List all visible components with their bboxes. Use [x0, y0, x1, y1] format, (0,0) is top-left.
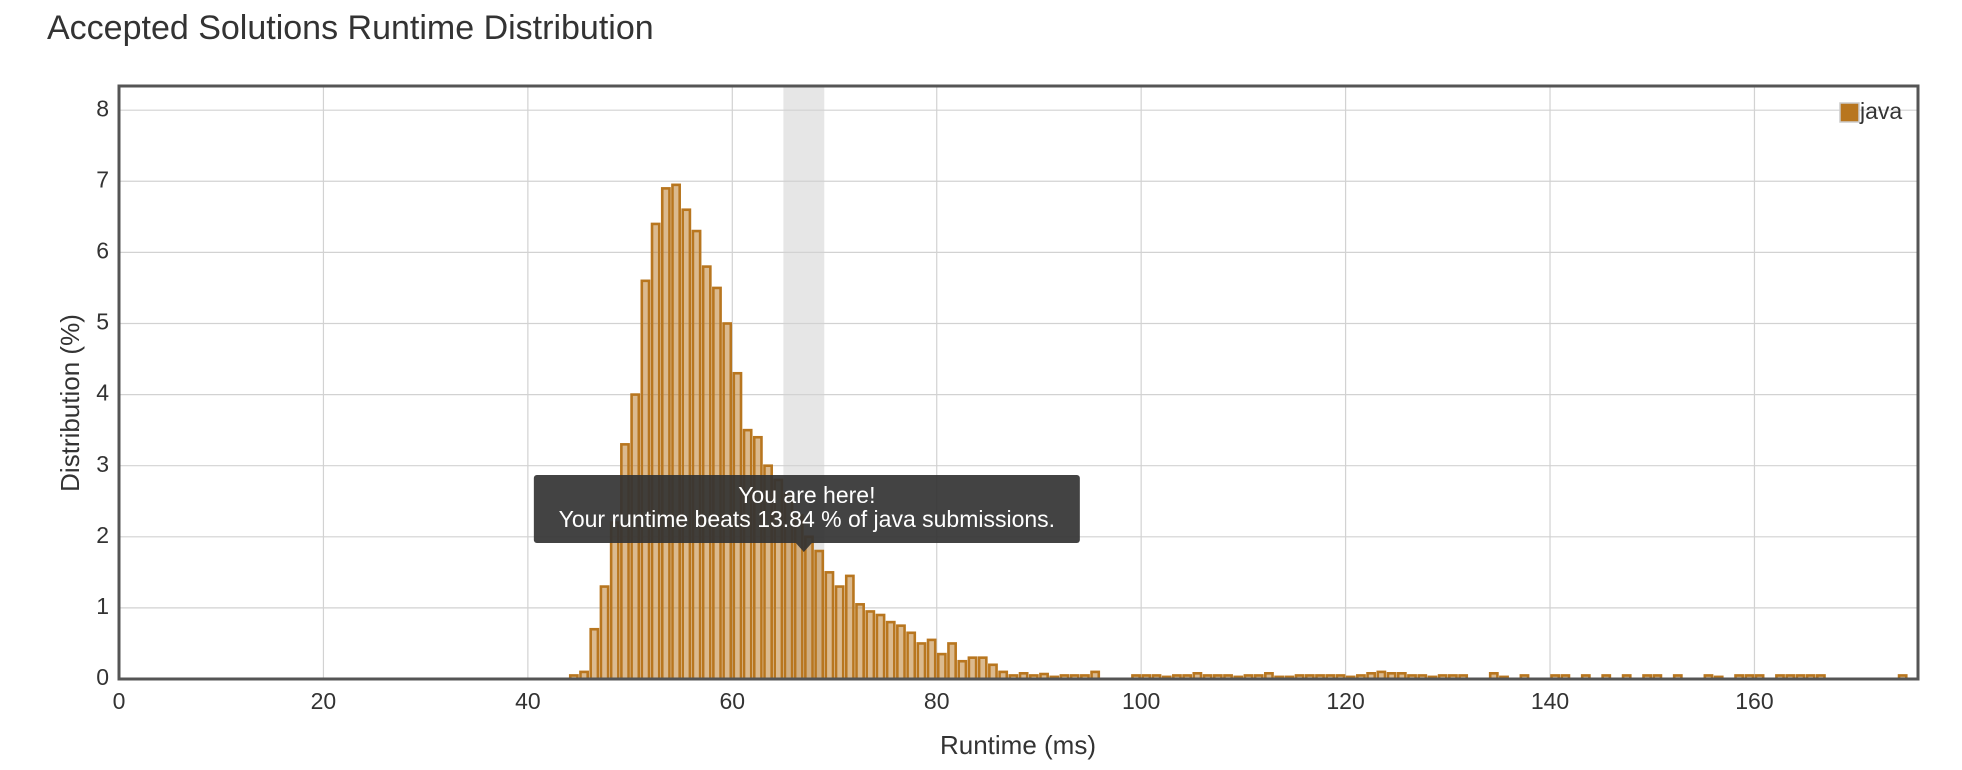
bar [957, 659, 968, 681]
y-tick-label: 7 [96, 166, 109, 192]
legend-label: java [1859, 98, 1902, 124]
bar [804, 535, 814, 681]
tooltip-title: You are here! [738, 482, 875, 508]
y-tick-label: 5 [96, 309, 109, 335]
bar [896, 624, 906, 681]
bar [967, 656, 978, 681]
x-tick-label: 80 [924, 688, 950, 714]
bar [906, 631, 917, 681]
tooltip-text: Your runtime beats 13.84 % of java submi… [559, 506, 1055, 532]
tooltip: You are here!Your runtime beats 13.84 % … [533, 475, 1080, 552]
y-tick-label: 4 [96, 380, 109, 406]
y-tick-label: 2 [96, 522, 109, 548]
bar [947, 642, 957, 681]
x-tick-label: 160 [1735, 688, 1773, 714]
bar [844, 574, 855, 681]
bar [742, 428, 753, 681]
bar [855, 603, 865, 681]
bar [660, 187, 671, 681]
bar [865, 610, 876, 681]
bar [609, 521, 620, 681]
bar [671, 183, 681, 681]
bar [589, 627, 600, 681]
bar [691, 229, 702, 681]
x-tick-label: 0 [113, 688, 126, 714]
bar [752, 435, 763, 681]
x-tick-label: 100 [1122, 688, 1160, 714]
bar [834, 585, 845, 681]
x-tick-label: 60 [719, 688, 745, 714]
y-tick-label: 3 [96, 451, 109, 477]
bar [650, 222, 661, 681]
y-tick-label: 8 [96, 95, 109, 121]
bar [926, 638, 937, 681]
bar [701, 265, 712, 681]
bar [599, 585, 610, 681]
bar [875, 613, 886, 681]
x-tick-label: 120 [1326, 688, 1364, 714]
x-tick-label: 20 [311, 688, 337, 714]
bar [988, 663, 998, 681]
bar [885, 620, 896, 681]
x-axis-label: Runtime (ms) [940, 730, 1096, 760]
bar [977, 656, 988, 681]
x-tick-label: 140 [1531, 688, 1569, 714]
y-tick-label: 1 [96, 593, 109, 619]
y-axis-label: Distribution (%) [55, 314, 85, 492]
bar [681, 208, 692, 681]
x-tick-label: 40 [515, 688, 541, 714]
bar [936, 652, 947, 681]
bar [824, 571, 835, 681]
tooltip-arrow [795, 543, 812, 552]
bar [916, 642, 927, 681]
y-tick-label: 6 [96, 237, 109, 263]
legend-swatch [1839, 102, 1860, 123]
tooltip-box [533, 475, 1080, 543]
plot-border [117, 84, 1920, 681]
y-tick-label: 0 [96, 664, 109, 690]
chart-title: Accepted Solutions Runtime Distribution [47, 9, 654, 47]
bar [814, 549, 825, 681]
